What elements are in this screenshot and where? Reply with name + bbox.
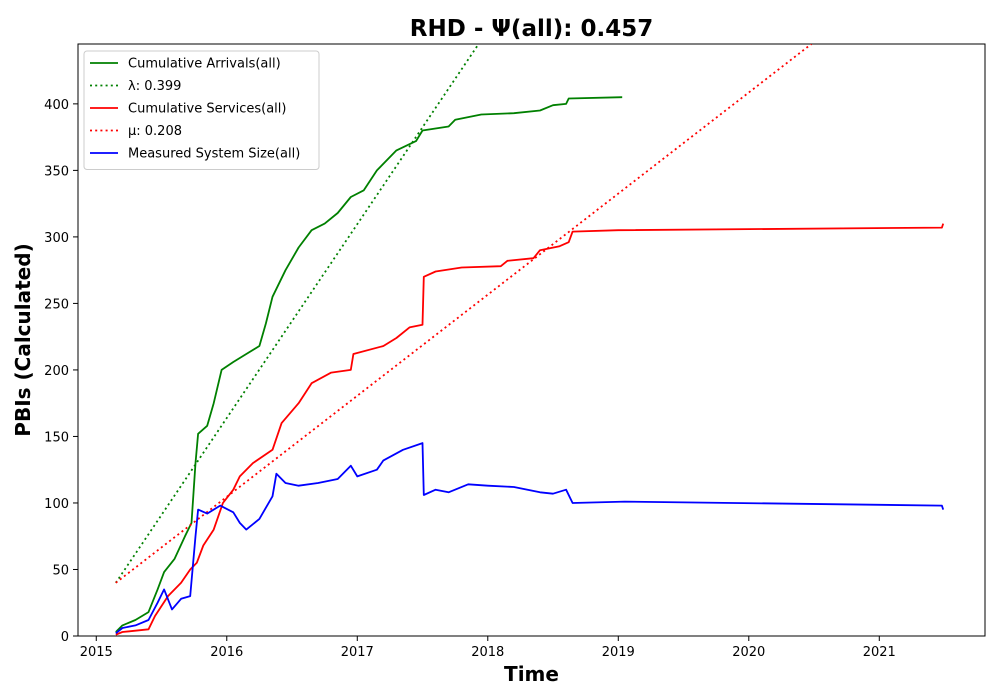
series-line xyxy=(115,96,623,633)
y-tick-label: 0 xyxy=(61,630,69,645)
x-tick-label: 2020 xyxy=(732,645,765,660)
legend-label: λ: 0.399 xyxy=(128,79,181,94)
legend-label: Cumulative Arrivals(all) xyxy=(128,57,281,72)
x-tick-label: 2018 xyxy=(471,645,504,660)
y-tick-label: 300 xyxy=(44,231,69,246)
x-tick-label: 2016 xyxy=(210,645,243,660)
x-tick-label: 2017 xyxy=(341,645,374,660)
x-axis-label: Time xyxy=(504,662,559,686)
legend: Cumulative Arrivals(all) λ: 0.399 Cumulati… xyxy=(83,50,320,170)
y-tick-label: 50 xyxy=(52,563,69,578)
y-tick-label: 350 xyxy=(44,164,69,179)
legend-label: Measured System Size(all) xyxy=(128,147,300,162)
plot-area xyxy=(77,43,986,637)
legend-box xyxy=(83,50,320,170)
legend-label: Cumulative Services(all) xyxy=(128,102,286,117)
y-tick-label: 150 xyxy=(44,430,69,445)
y-axis-label: PBIs (Calculated) xyxy=(11,243,35,436)
y-tick-label: 250 xyxy=(44,297,69,312)
series-line xyxy=(115,442,945,635)
series-line xyxy=(115,44,812,584)
y-tick-label: 400 xyxy=(44,98,69,113)
chart-title: RHD - Ψ(all): 0.457 xyxy=(410,16,653,42)
y-tick-label: 100 xyxy=(44,497,69,512)
series-line xyxy=(115,223,945,636)
x-tick-label: 2015 xyxy=(80,645,113,660)
y-tick-label: 200 xyxy=(44,364,69,379)
legend-label: μ: 0.208 xyxy=(128,124,182,139)
x-axis: 2015 2016 2017 2018 2019 2020 2021 xyxy=(80,636,896,660)
y-axis: 0 50 100 150 200 250 300 350 400 xyxy=(44,98,78,645)
x-tick-label: 2019 xyxy=(602,645,635,660)
x-tick-label: 2021 xyxy=(863,645,896,660)
series-line xyxy=(115,44,480,584)
